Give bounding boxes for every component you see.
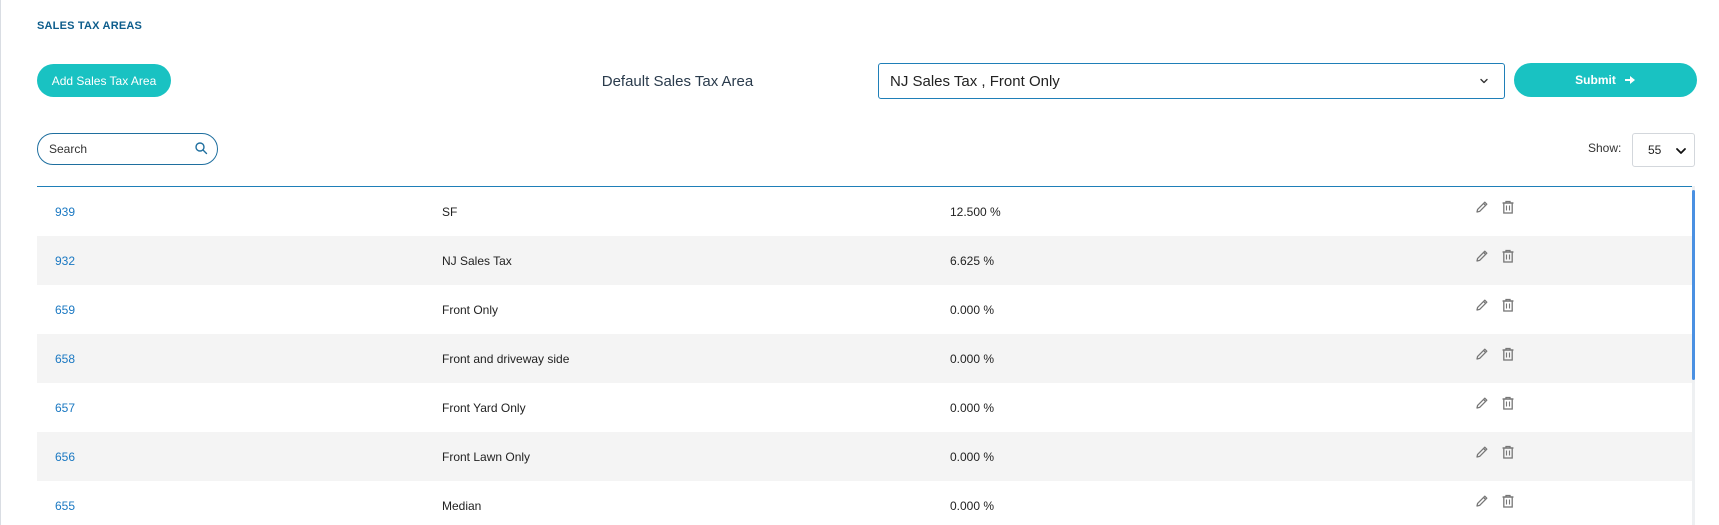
- trash-icon[interactable]: [1500, 493, 1516, 509]
- show-label: Show:: [1588, 141, 1622, 155]
- default-sales-tax-area-label: Default Sales Tax Area: [601, 73, 754, 90]
- trash-icon[interactable]: [1500, 297, 1516, 313]
- page-left-border: [0, 0, 1, 525]
- tax-area-id-link[interactable]: 659: [55, 302, 76, 317]
- edit-pencil-icon[interactable]: [1474, 493, 1490, 509]
- page-size-value: 55: [1648, 143, 1662, 157]
- trash-icon[interactable]: [1500, 395, 1516, 411]
- page-size-select[interactable]: 55: [1632, 133, 1695, 167]
- chevron-down-icon: [1676, 148, 1686, 154]
- tax-area-rate: 0.000 %: [950, 302, 995, 317]
- tax-area-id-link[interactable]: 657: [55, 400, 76, 415]
- edit-pencil-icon[interactable]: [1474, 346, 1490, 362]
- scrollbar-thumb[interactable]: [1692, 190, 1695, 380]
- tax-area-name: SF: [442, 204, 458, 219]
- tax-area-name: Front Yard Only: [442, 400, 526, 415]
- tax-area-rate: 0.000 %: [950, 351, 995, 366]
- tax-area-rate: 12.500 %: [950, 204, 1001, 219]
- row-actions: [1474, 346, 1516, 362]
- trash-icon[interactable]: [1500, 248, 1516, 264]
- edit-pencil-icon[interactable]: [1474, 395, 1490, 411]
- row-actions: [1474, 248, 1516, 264]
- edit-pencil-icon[interactable]: [1474, 199, 1490, 215]
- tax-area-rate: 0.000 %: [950, 400, 995, 415]
- table-row: 659 Front Only 0.000 %: [37, 285, 1692, 334]
- table-row: 655 Median 0.000 %: [37, 481, 1692, 525]
- edit-pencil-icon[interactable]: [1474, 444, 1490, 460]
- trash-icon[interactable]: [1500, 444, 1516, 460]
- add-sales-tax-area-button[interactable]: Add Sales Tax Area: [37, 64, 171, 97]
- table-row: 932 NJ Sales Tax 6.625 %: [37, 236, 1692, 285]
- row-actions: [1474, 493, 1516, 509]
- row-actions: [1474, 297, 1516, 313]
- search-input[interactable]: [49, 142, 189, 156]
- tax-area-id-link[interactable]: 932: [55, 253, 76, 268]
- table-row: 657 Front Yard Only 0.000 %: [37, 383, 1692, 432]
- tax-area-id-link[interactable]: 939: [55, 204, 76, 219]
- tax-area-name: Front Only: [442, 302, 499, 317]
- search-box[interactable]: [37, 133, 218, 165]
- default-sales-tax-area-select[interactable]: NJ Sales Tax , Front Only: [878, 63, 1505, 99]
- search-icon[interactable]: [194, 141, 208, 155]
- trash-icon[interactable]: [1500, 346, 1516, 362]
- page-title: SALES TAX AREAS: [37, 20, 143, 32]
- chevron-down-icon: [1480, 78, 1488, 84]
- edit-pencil-icon[interactable]: [1474, 297, 1490, 313]
- submit-label: Submit: [1575, 73, 1616, 87]
- arrow-right-icon: [1624, 76, 1635, 84]
- tax-area-rate: 0.000 %: [950, 449, 995, 464]
- tax-area-rate: 6.625 %: [950, 253, 995, 268]
- row-actions: [1474, 444, 1516, 460]
- tax-area-name: NJ Sales Tax: [442, 253, 512, 268]
- trash-icon[interactable]: [1500, 199, 1516, 215]
- table-row: 939 SF 12.500 %: [37, 187, 1692, 236]
- default-sales-tax-area-value: NJ Sales Tax , Front Only: [890, 72, 1060, 90]
- tax-area-name: Front and driveway side: [442, 351, 570, 366]
- row-actions: [1474, 199, 1516, 215]
- tax-area-rate: 0.000 %: [950, 498, 995, 513]
- tax-area-name: Front Lawn Only: [442, 449, 531, 464]
- edit-pencil-icon[interactable]: [1474, 248, 1490, 264]
- table-row: 658 Front and driveway side 0.000 %: [37, 334, 1692, 383]
- tax-area-name: Median: [442, 498, 482, 513]
- submit-button[interactable]: Submit: [1514, 63, 1697, 97]
- tax-area-id-link[interactable]: 656: [55, 449, 76, 464]
- tax-area-id-link[interactable]: 658: [55, 351, 76, 366]
- row-actions: [1474, 395, 1516, 411]
- sales-tax-table: 939 SF 12.500 % 932 NJ Sales Tax 6.625 % 659 Fr…: [37, 186, 1692, 525]
- table-row: 656 Front Lawn Only 0.000 %: [37, 432, 1692, 481]
- tax-area-id-link[interactable]: 655: [55, 498, 76, 513]
